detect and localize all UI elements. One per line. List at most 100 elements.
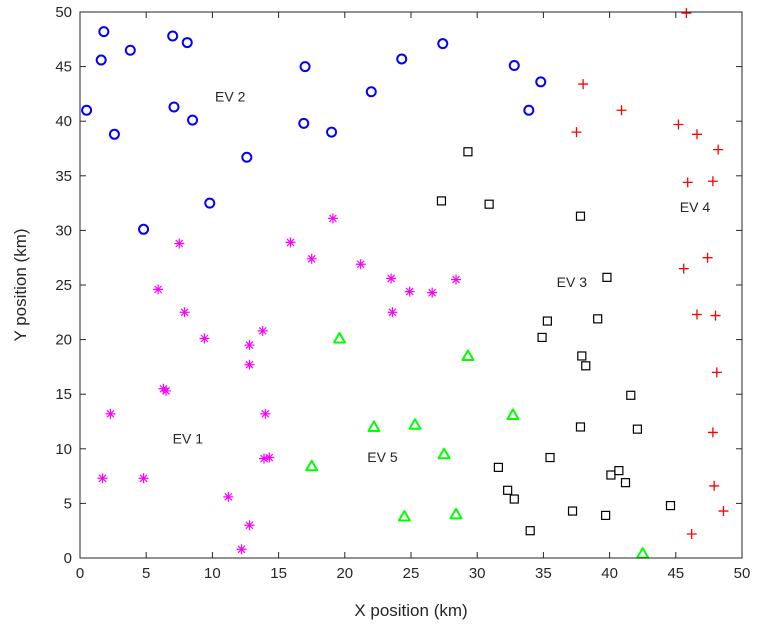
data-point-circle (523, 104, 535, 116)
data-point-asterisk (386, 273, 397, 284)
x-axis-title: X position (km) (354, 601, 467, 620)
data-point-plus (711, 367, 722, 378)
data-point-asterisk (244, 340, 255, 351)
data-point-circle (299, 61, 311, 73)
data-point-square (545, 452, 555, 463)
y-tick-label: 50 (55, 4, 72, 21)
data-point-square (632, 424, 643, 434)
data-point-triangle (305, 459, 319, 472)
data-point-circle (181, 37, 193, 49)
data-point-asterisk (174, 238, 185, 249)
data-point-asterisk (260, 408, 271, 419)
y-tick-label: 30 (55, 222, 72, 239)
data-point-asterisk (244, 520, 255, 531)
data-point-plus (709, 480, 720, 491)
series-circle (81, 26, 547, 235)
data-point-asterisk (387, 307, 398, 318)
data-point-square (575, 211, 586, 221)
data-point-triangle (367, 420, 381, 432)
annotation-label: EV 2 (215, 89, 246, 105)
data-point-circle (81, 104, 93, 116)
data-point-circle (365, 86, 377, 98)
data-point-square (577, 351, 587, 361)
data-point-circle (204, 197, 216, 209)
y-tick-label: 0 (64, 550, 72, 567)
data-point-triangle (461, 349, 475, 361)
data-point-square (484, 199, 494, 209)
data-point-triangle (449, 507, 463, 520)
data-point-asterisk (223, 491, 234, 502)
data-point-plus (718, 506, 729, 517)
data-point-circle (396, 53, 408, 65)
data-point-triangle (437, 447, 451, 460)
series-triangle (305, 332, 650, 559)
data-point-plus (686, 528, 697, 539)
data-point-asterisk (244, 359, 255, 370)
data-marks (81, 8, 729, 559)
data-point-plus (707, 427, 718, 438)
data-point-square (614, 466, 624, 476)
data-point-asterisk (259, 453, 270, 464)
x-tick-label: 30 (469, 565, 486, 582)
x-tick-label: 10 (204, 565, 221, 582)
x-tick-label: 45 (667, 565, 684, 582)
y-tick-label: 20 (55, 332, 72, 349)
data-point-plus (702, 252, 713, 263)
data-point-plus (691, 309, 702, 320)
data-point-asterisk (285, 237, 296, 248)
data-point-circle (124, 44, 136, 56)
annotations: EV 1 EV 2 EV 3 EV 4 EV 5 (173, 89, 711, 465)
x-tick-label: 20 (336, 565, 353, 582)
x-tick-label: 50 (734, 565, 751, 582)
y-tick-label: 40 (55, 113, 72, 130)
data-point-square (537, 332, 547, 343)
data-point-asterisk (236, 544, 247, 555)
data-point-square (503, 485, 513, 495)
x-tick-label: 5 (142, 565, 150, 582)
data-point-square (601, 510, 611, 521)
data-point-plus (571, 127, 582, 138)
data-point-asterisk (138, 473, 149, 484)
data-point-asterisk (327, 213, 338, 224)
y-tick-label: 15 (55, 386, 72, 403)
annotation-label: EV 4 (680, 199, 711, 215)
data-point-square (509, 494, 519, 504)
x-tick-label: 0 (76, 565, 84, 582)
data-point-plus (691, 129, 702, 140)
data-point-plus (681, 8, 692, 19)
data-point-circle (167, 30, 179, 42)
data-point-square (626, 390, 636, 400)
data-point-asterisk (404, 286, 415, 297)
data-point-asterisk (161, 385, 172, 396)
data-point-asterisk (153, 284, 164, 295)
axes: 0 5 10 15 20 25 30 35 40 45 50 0 5 10 15 20 25 30 35 40 45 50 (55, 4, 750, 582)
data-point-triangle (408, 418, 422, 430)
annotation-label: EV 5 (367, 449, 398, 465)
data-point-square (525, 526, 535, 536)
x-tick-label: 35 (535, 565, 552, 582)
data-point-square (575, 422, 586, 432)
y-tick-label: 25 (55, 277, 72, 294)
data-point-asterisk (257, 325, 268, 336)
x-tick-label: 25 (403, 565, 420, 582)
data-point-asterisk (105, 408, 116, 419)
x-tick-label: 40 (601, 565, 618, 582)
data-point-circle (326, 126, 338, 138)
data-point-circle (98, 26, 110, 38)
data-point-circle (535, 76, 547, 88)
data-point-triangle (397, 510, 411, 522)
data-point-circle (168, 101, 180, 113)
data-point-asterisk (451, 274, 462, 285)
data-point-circle (437, 38, 449, 50)
data-point-plus (616, 105, 627, 116)
data-point-plus (673, 119, 684, 130)
data-point-asterisk (306, 253, 317, 264)
data-point-circle (138, 223, 150, 235)
data-point-circle (187, 114, 199, 126)
data-point-plus (678, 263, 689, 274)
data-point-asterisk (179, 307, 190, 318)
series-plus (571, 8, 729, 539)
series-asterisk (97, 213, 462, 555)
data-point-plus (713, 144, 724, 155)
x-tick-label: 15 (270, 565, 287, 582)
